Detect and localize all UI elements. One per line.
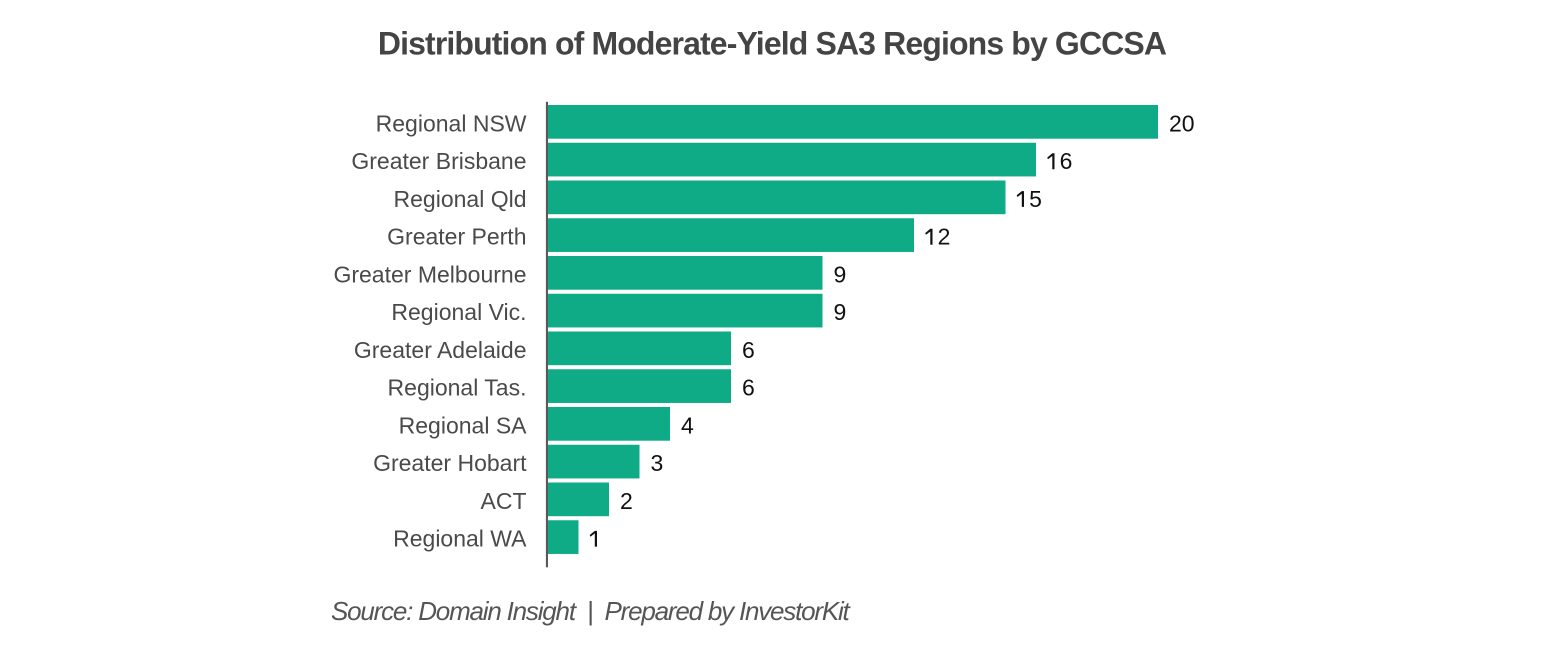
svg-text:6: 6	[742, 375, 755, 401]
svg-text:Greater Hobart: Greater Hobart	[373, 450, 527, 476]
svg-text:4: 4	[681, 412, 694, 438]
svg-text:Regional NSW: Regional NSW	[376, 110, 527, 136]
svg-text:Regional WA: Regional WA	[393, 526, 527, 552]
svg-text:Source: Domain Insight | Pre: Source: Domain Insight | Prepared by Inv…	[331, 596, 852, 626]
svg-text:Greater Adelaide: Greater Adelaide	[354, 337, 527, 363]
svg-text:Regional Vic.: Regional Vic.	[391, 299, 526, 325]
svg-text:9: 9	[834, 261, 847, 287]
svg-text:2: 2	[938, 224, 951, 250]
svg-text:Regional Qld: Regional Qld	[394, 186, 527, 212]
svg-text:5: 5	[1029, 186, 1042, 212]
svg-text:Regional SA: Regional SA	[399, 412, 528, 438]
svg-text:6: 6	[742, 337, 755, 363]
svg-text:20: 20	[1169, 110, 1195, 136]
svg-text:6: 6	[1060, 148, 1073, 174]
svg-text:Greater Perth: Greater Perth	[387, 224, 526, 250]
svg-text:3: 3	[651, 450, 664, 476]
svg-text:2: 2	[620, 488, 633, 514]
svg-text:Regional Tas.: Regional Tas.	[388, 375, 527, 401]
svg-text:9: 9	[834, 299, 847, 325]
svg-text:Distribution of Moderate-Yield: Distribution of Moderate-Yield SA3 Regio…	[378, 26, 1167, 62]
svg-text:ACT: ACT	[481, 488, 527, 514]
svg-text:Greater Melbourne: Greater Melbourne	[333, 261, 526, 287]
svg-text:Greater Brisbane: Greater Brisbane	[351, 148, 526, 174]
